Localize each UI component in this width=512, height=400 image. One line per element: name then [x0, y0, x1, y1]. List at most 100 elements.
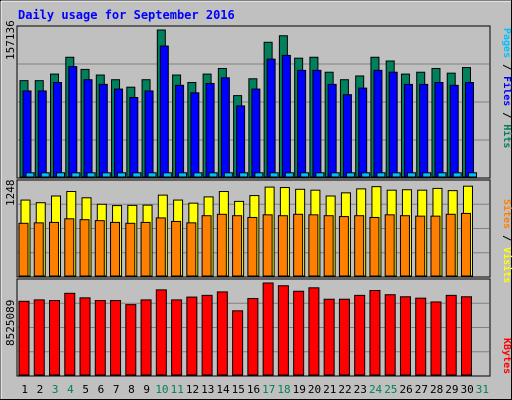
pages-bar	[223, 172, 233, 178]
kbytes-bar	[18, 300, 30, 376]
sites-bar	[171, 220, 182, 277]
panel3-legend: KBytes	[501, 338, 512, 374]
day-label: 10	[155, 383, 168, 396]
pages-bar	[406, 172, 416, 178]
panel1-bars	[19, 29, 477, 178]
day-label: 22	[338, 383, 351, 396]
x-axis-day-labels: 1 2 3 4 5 6 7 8 9 10 11 12 13 14 15 16 17 18 19 20 21 22 23 24 2…	[21, 383, 489, 396]
sites-bar	[247, 216, 258, 277]
kbytes-bar	[125, 304, 137, 376]
files-bar	[83, 79, 93, 178]
day-label: 16	[247, 383, 260, 396]
files-bar	[342, 94, 352, 178]
sites-bar	[140, 221, 151, 277]
files-bar	[144, 90, 154, 178]
files-bar	[175, 84, 185, 178]
files-bar	[53, 82, 63, 178]
kbytes-bar	[460, 296, 472, 376]
kbytes-bar	[64, 292, 76, 376]
day-label: 15	[232, 383, 245, 396]
files-bar	[434, 82, 444, 178]
pages-bar	[101, 172, 111, 178]
legend-files: Files	[501, 76, 512, 106]
kbytes-bar	[94, 300, 106, 376]
sites-bar	[277, 215, 288, 277]
pages-bar	[208, 172, 218, 178]
day-label: 23	[354, 383, 367, 396]
chart-title: Daily usage for September 2016	[18, 8, 235, 22]
files-bar	[403, 83, 413, 178]
kbytes-bar	[216, 291, 228, 376]
files-bar	[190, 92, 200, 178]
panel3-bars	[18, 282, 472, 376]
sites-bar	[308, 214, 319, 277]
files-bar	[312, 69, 322, 178]
legend-separator: /	[501, 106, 512, 124]
day-label: 18	[277, 383, 290, 396]
sites-bar	[186, 222, 197, 277]
day-label: 12	[186, 383, 199, 396]
files-bar	[98, 83, 108, 178]
legend-separator: /	[501, 229, 512, 247]
day-label: 8	[128, 383, 135, 396]
legend-sites: Sites	[501, 199, 512, 229]
files-bar	[266, 58, 276, 178]
pages-bar	[330, 172, 340, 178]
sites-bar	[399, 215, 410, 277]
pages-bar	[452, 172, 462, 178]
files-bar	[297, 69, 307, 178]
pages-bar	[345, 172, 355, 178]
panel-kbytes: 8525089 KBytes	[4, 278, 512, 377]
files-bar	[373, 69, 383, 178]
files-bar	[37, 90, 47, 178]
pages-bar	[25, 172, 35, 178]
day-label: 11	[171, 383, 184, 396]
sites-bar	[18, 222, 29, 277]
sites-bar	[354, 215, 365, 277]
kbytes-bar	[232, 310, 244, 376]
day-label: 25	[384, 383, 397, 396]
panel3-ymax-label: 8525089	[4, 300, 17, 346]
pages-bar	[239, 172, 249, 178]
kbytes-bar	[399, 296, 411, 376]
legend-separator: /	[501, 58, 512, 76]
pages-bar	[117, 172, 127, 178]
sites-bar	[232, 215, 243, 277]
sites-bar	[415, 215, 426, 277]
kbytes-bar	[247, 297, 259, 376]
sites-bar	[155, 217, 166, 277]
pages-bar	[86, 172, 96, 178]
kbytes-bar	[49, 300, 61, 376]
day-label: 21	[323, 383, 336, 396]
day-label: 6	[98, 383, 105, 396]
pages-bar	[178, 172, 188, 178]
kbytes-bar	[171, 299, 183, 376]
sites-bar	[201, 215, 212, 277]
kbytes-bar	[445, 294, 457, 376]
day-label: 28	[430, 383, 443, 396]
day-label: 2	[37, 383, 44, 396]
panel1-legend: Pages / Files / Hits	[501, 28, 512, 148]
legend-kbytes: KBytes	[501, 338, 512, 374]
sites-bar	[110, 221, 121, 277]
kbytes-bar	[354, 294, 366, 376]
day-label: 30	[460, 383, 473, 396]
sites-bar	[430, 215, 441, 277]
files-bar	[159, 45, 169, 178]
panel2-bars	[18, 185, 473, 277]
sites-bar	[49, 221, 60, 277]
pages-bar	[132, 172, 142, 178]
panel-visits-sites: 1248 Sites / Visits	[4, 179, 512, 283]
sites-bar	[293, 213, 304, 277]
files-bar	[464, 82, 474, 178]
day-label: 17	[262, 383, 275, 396]
kbytes-bar	[384, 294, 396, 376]
pages-bar	[376, 172, 386, 178]
files-bar	[129, 96, 139, 178]
day-label: 29	[445, 383, 458, 396]
day-label: 14	[216, 383, 230, 396]
kbytes-bar	[140, 299, 152, 376]
pages-bar	[40, 172, 50, 178]
day-label: 31	[476, 383, 489, 396]
